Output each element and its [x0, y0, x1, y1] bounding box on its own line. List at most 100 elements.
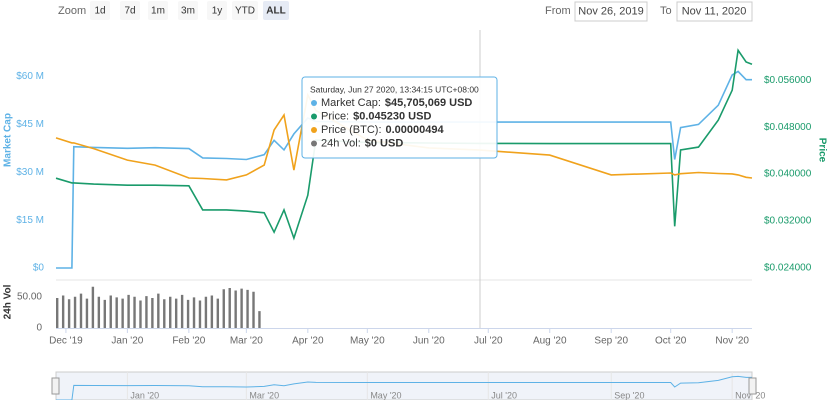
volume-bar: [79, 293, 83, 328]
button-bg: [120, 1, 140, 20]
volume-bar: [198, 300, 202, 328]
tooltip-label: Market Cap:: [321, 97, 381, 109]
navigator-handle[interactable]: [748, 377, 757, 395]
volume-bar: [246, 289, 249, 328]
volume-bar: [228, 288, 231, 328]
tooltip-dot: [311, 140, 317, 147]
tooltip-value: $0 USD: [365, 137, 404, 149]
volume-bar: [67, 299, 71, 328]
zoom-button[interactable]: 1d: [90, 1, 110, 20]
y2-tick-label: $0.032000: [764, 216, 812, 227]
zoom-button[interactable]: 7d: [120, 1, 140, 20]
tooltip-dot: [311, 113, 317, 120]
volume-bar: [222, 289, 225, 328]
volume-bar: [97, 296, 101, 328]
to-label: To: [660, 5, 672, 17]
volume-bar: [121, 298, 124, 328]
volume-bar: [151, 298, 154, 328]
tooltip-label: Price (BTC):: [321, 124, 382, 136]
volume-bar: [73, 296, 77, 328]
button-bg: [207, 1, 227, 20]
volume-bar: [115, 297, 118, 328]
zoom-button[interactable]: ALL: [263, 1, 289, 20]
y-tick-label: $0: [33, 263, 45, 274]
navigator-label: Nov '20: [735, 390, 765, 400]
button-bg: [90, 1, 110, 20]
x-tick-label: Feb '20: [172, 336, 205, 347]
volume-bar: [186, 299, 190, 328]
volume-bar: [127, 294, 130, 328]
zoom-label: Zoom: [58, 5, 86, 17]
y2-tick-label: $0.056000: [764, 75, 812, 86]
button-label: YTD: [235, 6, 255, 17]
zoom-button[interactable]: 1m: [148, 1, 168, 20]
volume-bar: [61, 295, 65, 328]
x-tick-label: Aug '20: [533, 336, 567, 347]
volume-bar: [91, 286, 95, 328]
x-tick-label: Sep '20: [594, 336, 628, 347]
tooltip-item: Price: $0.045230 USD: [321, 110, 431, 122]
navigator-label: Sep '20: [614, 390, 644, 400]
navigator-handle[interactable]: [51, 377, 60, 395]
button-bg: [178, 1, 198, 20]
from-label: From: [545, 5, 571, 17]
zoom-button[interactable]: 3m: [178, 1, 198, 20]
volume-bar: [139, 300, 142, 328]
tooltip-value: $45,705,069 USD: [385, 97, 473, 109]
volume-bar: [180, 294, 184, 328]
x-tick-label: Jan '20: [111, 336, 143, 347]
volume-bar: [216, 298, 220, 328]
volume-bar: [252, 291, 255, 328]
volume-bar: [234, 290, 237, 328]
volume-bar: [163, 299, 166, 328]
navigator-label: May '20: [370, 390, 401, 400]
button-bg: [232, 1, 258, 20]
volume-bar: [157, 293, 160, 328]
y2-axis-title: Price: [816, 138, 827, 163]
y-tick-label: $30 M: [16, 167, 44, 178]
navigator-label: Jan '20: [130, 390, 159, 400]
volume-bar: [240, 288, 243, 328]
volume-bar: [210, 295, 214, 328]
zoom-button[interactable]: 1y: [207, 1, 227, 20]
tooltip-label: Price:: [321, 110, 349, 122]
volume-bar: [174, 298, 178, 328]
x-tick-label: Nov '20: [715, 336, 749, 347]
volume-bar: [258, 311, 261, 328]
volume-bar: [85, 298, 89, 328]
y-axis-title: Market Cap: [3, 113, 14, 167]
x-tick-label: Mar '20: [230, 336, 263, 347]
tooltip-dot: [311, 127, 317, 133]
tooltip: Saturday, Jun 27 2020, 13:34:15 UTC+08:0…: [301, 76, 498, 159]
button-bg: [148, 1, 168, 20]
button-label: 1d: [94, 6, 105, 17]
tooltip-item: Price (BTC): 0.00000494: [321, 124, 444, 136]
to-input[interactable]: [676, 1, 753, 22]
tooltip-item: Market Cap: $45,705,069 USD: [321, 97, 472, 109]
zoom-buttons: 1d 7d 1m 3m 1y YTD ALL: [90, 1, 289, 20]
button-label: 7d: [124, 6, 135, 17]
to-date: Nov 11, 2020: [682, 5, 747, 17]
button-label: 1m: [151, 6, 165, 17]
x-tick-label: Jul '20: [474, 336, 503, 347]
volume-bar: [109, 295, 112, 328]
series-line: [55, 48, 753, 241]
volume-bar: [145, 296, 148, 328]
x-tick-label: May '20: [350, 336, 385, 347]
x-tick-label: Apr '20: [292, 336, 324, 347]
volume-axis-title: 24h Vol: [3, 284, 14, 319]
volume-tick-label: 50.00: [17, 291, 42, 302]
plot-area: Dec '19 Jan '20 Feb '20 Mar '20 Apr '20 May '…: [16, 48, 812, 347]
volume-bar: [192, 297, 196, 328]
navigator-line: [56, 375, 752, 400]
tooltip-box: [301, 76, 498, 159]
button-bg: [263, 1, 289, 20]
tooltip-header: Saturday, Jun 27 2020, 13:34:15 UTC+08:0…: [310, 84, 479, 94]
from-date: Nov 26, 2019: [578, 5, 643, 17]
y2-tick-label: $0.048000: [764, 122, 812, 133]
button-label: 3m: [181, 6, 195, 17]
zoom-button[interactable]: YTD: [232, 1, 258, 20]
y-tick-label: $15 M: [16, 215, 44, 226]
from-input[interactable]: [574, 1, 648, 22]
